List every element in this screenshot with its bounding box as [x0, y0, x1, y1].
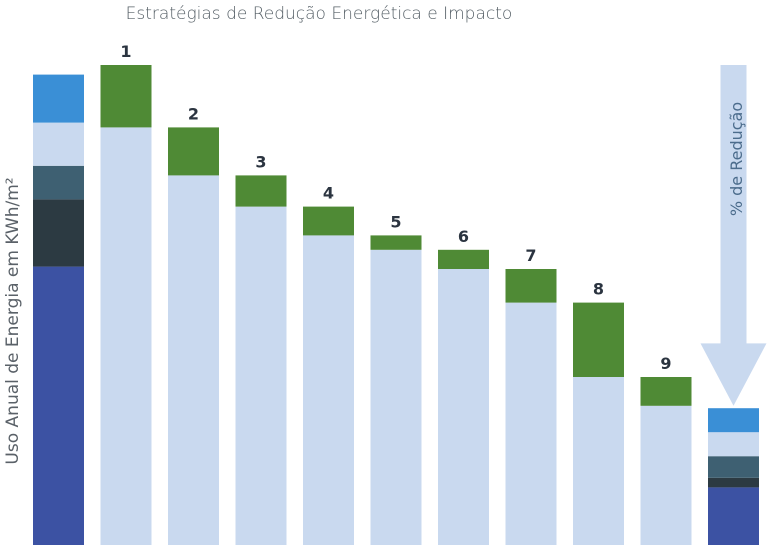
strategy-9-reduction-bar [640, 377, 692, 406]
strategy-8-reduction-bar [573, 302, 624, 377]
final-bar-segment-4 [708, 432, 759, 457]
strategy-2-label: 2 [188, 104, 199, 123]
strategy-7-reduction-bar [505, 269, 557, 303]
strategy-7-label: 7 [525, 246, 536, 265]
reduction-arrow: % de Redução [700, 65, 767, 406]
chart-title: Estratégias de Redução Energética e Impa… [126, 4, 513, 24]
baseline-bar-segment-2 [33, 199, 84, 267]
strategy-4-remaining-bar [303, 235, 354, 545]
strategy-5-reduction-bar [370, 235, 422, 250]
strategy-1-remaining-bar [100, 127, 152, 546]
final-bar-segment-5 [708, 408, 759, 433]
bars-group: 1 2 3 4 5 6 7 8 9 [33, 42, 759, 546]
strategy-9-remaining-bar [640, 405, 692, 545]
reduction-arrow-label: % de Redução [727, 102, 746, 216]
strategy-2-reduction-bar [168, 127, 219, 176]
baseline-bar-segment-5 [33, 74, 84, 123]
baseline-bar-segment-4 [33, 122, 84, 166]
final-bar-segment-2 [708, 477, 759, 488]
strategy-1-label: 1 [120, 42, 131, 61]
strategy-4-reduction-bar [303, 206, 354, 236]
strategy-3-label: 3 [255, 152, 266, 171]
y-axis-label: Uso Anual de Energia em KWh/m² [3, 177, 23, 464]
strategy-2-remaining-bar [168, 175, 219, 545]
strategy-4-label: 4 [323, 184, 334, 203]
strategy-8-label: 8 [593, 280, 604, 299]
baseline-bar-segment-1 [33, 266, 84, 545]
strategy-1-reduction-bar [100, 65, 152, 128]
strategy-6-remaining-bar [438, 269, 489, 545]
strategy-8-remaining-bar [573, 377, 624, 545]
final-bar-segment-1 [708, 487, 759, 545]
reduction-arrow-shape [700, 65, 767, 406]
strategy-6-label: 6 [458, 227, 469, 246]
strategy-9-label: 9 [660, 354, 671, 373]
strategy-6-reduction-bar [438, 249, 489, 269]
strategy-5-remaining-bar [370, 249, 422, 546]
strategy-7-remaining-bar [505, 302, 557, 545]
strategy-3-reduction-bar [235, 175, 287, 207]
strategy-5-label: 5 [390, 212, 401, 231]
final-bar-segment-3 [708, 456, 759, 478]
baseline-bar-segment-3 [33, 165, 84, 200]
strategy-3-remaining-bar [235, 206, 287, 545]
